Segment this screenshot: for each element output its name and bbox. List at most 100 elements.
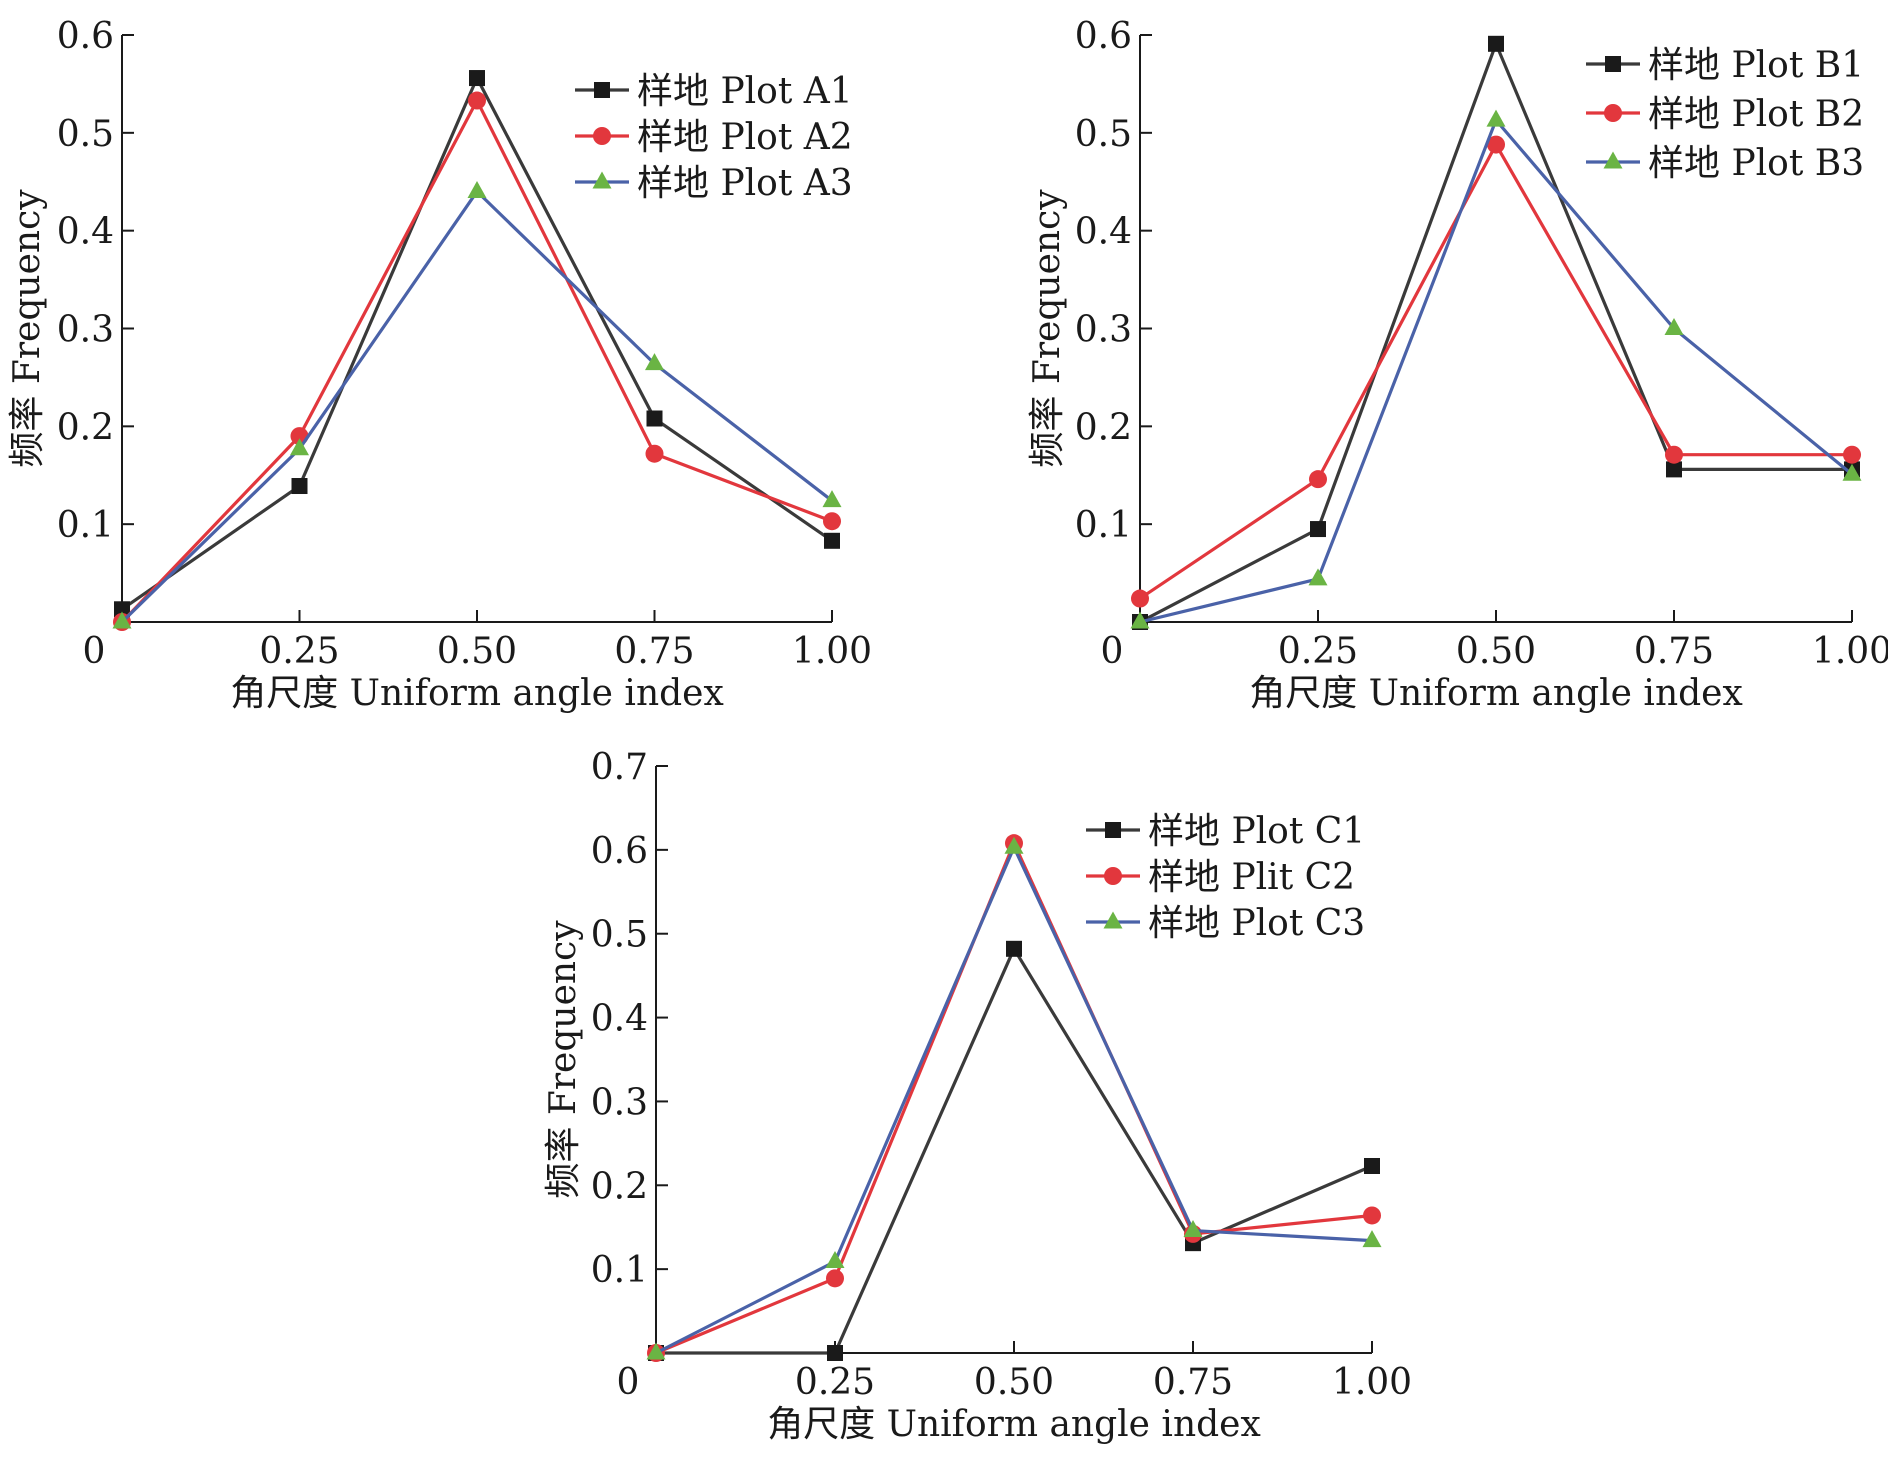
legend: 样地 Plot C1 样地 Plit C2 样地 Plot C3 <box>1086 811 1365 944</box>
chart-panel-plot-b: 0.1 0.2 0.3 0.4 0.5 0.6 0.25 0.50 0.75 1.00 0 角尺度 U… <box>1027 16 1888 714</box>
y-tick-label: 0.2 <box>1075 407 1132 448</box>
y-tick-label: 0.3 <box>57 310 114 351</box>
x-tick-label: 0.75 <box>1153 1362 1233 1403</box>
y-tick-label: 0.6 <box>1075 16 1132 57</box>
data-point <box>824 532 840 549</box>
legend-item: 样地 Plot A2 <box>575 117 853 158</box>
data-point <box>112 611 132 629</box>
data-point <box>467 180 487 198</box>
legend-label: 样地 Plot C3 <box>1148 903 1365 944</box>
legend-swatch-marker <box>1105 822 1121 838</box>
x-tick-label: 0.50 <box>437 631 517 672</box>
series-1 <box>114 70 840 618</box>
y-tick-label: 0.1 <box>591 1250 648 1291</box>
y-tick-label: 0.3 <box>1075 310 1132 351</box>
y-tick-label: 0.3 <box>591 1082 648 1123</box>
series-2 <box>1131 135 1861 608</box>
legend-item: 样地 Plot A3 <box>575 163 853 204</box>
y-tick-label: 0.7 <box>591 747 648 788</box>
data-point <box>1665 445 1683 464</box>
origin-label: 0 <box>83 631 106 672</box>
y-tick-label: 0.1 <box>57 505 114 546</box>
data-point <box>646 410 663 427</box>
origin-label: 0 <box>617 1362 640 1403</box>
chart-panel-plot-c: 0.1 0.2 0.3 0.4 0.5 0.6 0.7 0.25 0.50 0.75 1.00 0 角尺… <box>543 747 1412 1445</box>
y-tick-label: 0.6 <box>591 831 648 872</box>
legend-swatch-marker <box>1604 104 1622 122</box>
y-axis-title: 频率 Frequency <box>7 189 48 468</box>
legend-label: 样地 Plot B1 <box>1648 45 1864 86</box>
y-axis-title: 频率 Frequency <box>543 920 584 1199</box>
x-tick-label: 1.00 <box>1812 631 1888 672</box>
data-point <box>1183 1220 1203 1238</box>
legend-swatch-marker <box>1605 56 1621 72</box>
legend-label: 样地 Plot A1 <box>637 71 853 112</box>
data-point <box>114 601 130 618</box>
data-point <box>1362 1230 1382 1248</box>
x-tick-label: 0.75 <box>614 631 694 672</box>
series-line <box>1139 142 1852 600</box>
y-tick-label: 0.5 <box>57 114 114 155</box>
series-3 <box>112 180 842 629</box>
origin-label: 0 <box>1101 631 1124 672</box>
legend-label: 样地 Plot A3 <box>637 163 853 204</box>
legend: 样地 Plot B1 样地 Plot B2 样地 Plot B3 <box>1586 45 1864 184</box>
data-point <box>825 1251 845 1269</box>
data-point <box>1488 35 1504 52</box>
data-point <box>1664 317 1684 335</box>
data-point <box>1364 1157 1380 1174</box>
y-tick-label: 0.5 <box>1075 114 1132 155</box>
y-tick-label: 0.1 <box>1075 505 1132 546</box>
legend: 样地 Plot A1 样地 Plot A2 样地 Plot A3 <box>575 71 853 204</box>
y-tick-label: 0.4 <box>57 212 114 253</box>
chart-panel-plot-a: 0.1 0.2 0.3 0.4 0.5 0.6 0.25 0.50 0.75 1.00 0 角尺度 U… <box>7 16 872 714</box>
data-point <box>1131 589 1149 608</box>
y-tick-label: 0.6 <box>57 16 114 57</box>
legend-item: 样地 Plot B1 <box>1586 45 1864 86</box>
series-3 <box>1130 109 1862 629</box>
y-tick-label: 0.5 <box>591 915 648 956</box>
legend-item: 样地 Plit C2 <box>1086 857 1355 898</box>
x-tick-label: 0.50 <box>1456 631 1536 672</box>
y-axis-title: 频率 Frequency <box>1027 189 1068 468</box>
data-point <box>291 478 308 495</box>
x-axis-title: 角尺度 Uniform angle index <box>230 673 724 714</box>
data-point <box>1843 445 1861 464</box>
data-point <box>822 490 842 508</box>
data-point <box>1666 461 1682 478</box>
legend-item: 样地 Plot C3 <box>1086 903 1365 944</box>
data-point <box>823 512 841 531</box>
x-axis-title: 角尺度 Uniform angle index <box>1249 673 1743 714</box>
data-point <box>1487 135 1505 154</box>
data-point <box>1130 611 1150 629</box>
x-tick-label: 0.25 <box>795 1362 875 1403</box>
x-axis-title: 角尺度 Uniform angle index <box>767 1404 1261 1445</box>
y-tick-label: 0.4 <box>591 999 648 1040</box>
data-point <box>1309 470 1327 489</box>
data-point <box>290 438 309 456</box>
y-tick-label: 0.2 <box>57 407 114 448</box>
data-point <box>646 1342 666 1360</box>
legend-item: 样地 Plot B2 <box>1586 94 1864 135</box>
legend-label: 样地 Plot C1 <box>1148 811 1365 852</box>
series-line <box>1139 118 1854 624</box>
legend-label: 样地 Plot B3 <box>1648 143 1864 184</box>
x-tick-label: 0.75 <box>1634 631 1714 672</box>
series-3 <box>646 836 1382 1360</box>
data-point <box>469 70 485 87</box>
legend-swatch-marker <box>1104 867 1122 885</box>
data-point <box>1842 463 1862 481</box>
legend-swatch-marker <box>594 82 610 98</box>
series-line <box>656 947 1373 1355</box>
series-1 <box>648 940 1380 1361</box>
data-point <box>468 91 486 110</box>
data-point <box>1004 836 1024 854</box>
legend-swatch-marker <box>1603 151 1623 169</box>
data-point <box>645 444 664 463</box>
data-point <box>827 1345 843 1361</box>
series-line <box>120 189 833 624</box>
x-tick-label: 0.25 <box>1278 631 1358 672</box>
legend-label: 样地 Plit C2 <box>1148 857 1355 898</box>
x-tick-label: 1.00 <box>1332 1362 1412 1403</box>
